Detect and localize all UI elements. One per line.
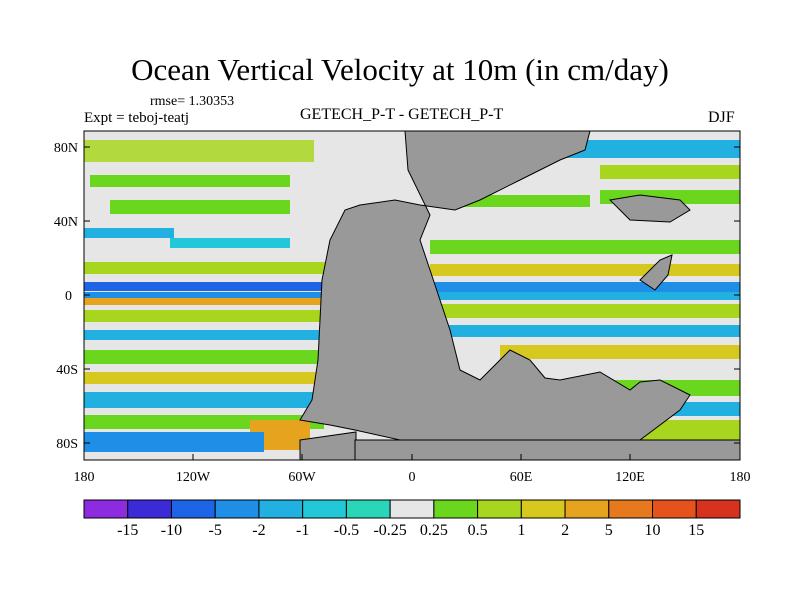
- colorbar-label: -5: [209, 522, 222, 539]
- lon-label-180-east: 180: [730, 470, 751, 485]
- colorbar-swatch: [695, 499, 741, 519]
- pacific-velocity-field: [84, 140, 334, 452]
- colorbar-swatch: [608, 499, 654, 519]
- colorbar-label: -1: [296, 522, 309, 539]
- antarctic-landmass: [354, 439, 740, 460]
- colorbar-swatch: [214, 499, 260, 519]
- lon-label-120w: 120W: [176, 470, 211, 485]
- eastern-velocity-field: [430, 140, 740, 440]
- map-plot-area: [84, 131, 740, 460]
- colorbar-swatch: [258, 499, 304, 519]
- colorbar-label: -10: [161, 522, 182, 539]
- colorbar-swatch: [564, 499, 610, 519]
- island-east: [639, 254, 673, 291]
- colorbar-swatch: [477, 499, 522, 519]
- colorbar-label: -0.25: [373, 522, 406, 539]
- colorbar-swatch: [433, 499, 479, 519]
- colorbar-label: -0.5: [334, 522, 359, 539]
- colorbar-label: 10: [645, 522, 661, 539]
- colorbar-label: 2: [561, 522, 569, 539]
- lon-label-120e: 120E: [615, 470, 645, 485]
- lat-label-80s: 80S: [56, 437, 78, 452]
- lat-label-40n: 40N: [54, 215, 78, 230]
- lon-ticks: [192, 454, 631, 460]
- lat-label-40s: 40S: [56, 363, 78, 378]
- lon-label-180-west: 180: [74, 470, 95, 485]
- landmass-south: [299, 431, 357, 460]
- lat-label-80n: 80N: [54, 141, 78, 156]
- island-northeast: [608, 194, 691, 223]
- colorbar-swatch: [83, 499, 129, 519]
- lat-label-0: 0: [65, 289, 72, 304]
- colorbar-swatch: [170, 499, 216, 519]
- colorbar-labels: -15 -10 -5 -2 -1 -0.5 -0.25 0.25 0.5 1 2 5 10 15: [117, 522, 704, 539]
- lat-labels: 80N 40N 0 40S 80S: [54, 141, 78, 452]
- colorbar-swatch: [520, 499, 566, 519]
- colorbar: [83, 499, 741, 519]
- colorbar-swatch: [345, 499, 391, 519]
- comparison-label: GETECH_P-T - GETECH_P-T: [300, 106, 504, 123]
- colorbar-swatch: [302, 499, 347, 519]
- lon-label-0: 0: [409, 470, 416, 485]
- lat-ticks: [84, 146, 740, 444]
- colorbar-label: 5: [605, 522, 613, 539]
- lon-label-60w: 60W: [288, 470, 316, 485]
- experiment-label: Expt = teboj-teatj: [84, 110, 190, 126]
- colorbar-label: 0.25: [420, 522, 448, 539]
- lon-label-60e: 60E: [510, 470, 533, 485]
- season-label: DJF: [708, 109, 735, 126]
- lon-labels: 180 120W 60W 0 60E 120E 180: [74, 470, 751, 485]
- colorbar-swatch: [389, 499, 435, 519]
- colorbar-label: -2: [252, 522, 265, 539]
- colorbar-label: 1: [517, 522, 525, 539]
- colorbar-label: 0.5: [468, 522, 488, 539]
- map-title: Ocean Vertical Velocity at 10m (in cm/da…: [131, 52, 669, 87]
- colorbar-swatch: [127, 499, 172, 519]
- colorbar-label: 15: [688, 522, 704, 539]
- colorbar-label: -15: [117, 522, 138, 539]
- colorbar-swatch: [652, 499, 697, 519]
- land-masses: [299, 131, 740, 460]
- rmse-label: rmse= 1.30353: [150, 94, 235, 109]
